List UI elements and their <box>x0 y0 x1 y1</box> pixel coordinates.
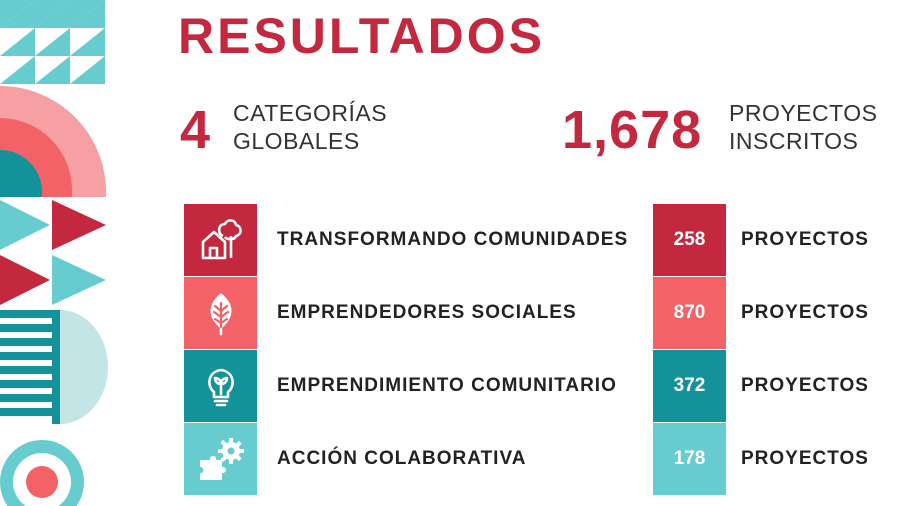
category-icon-box <box>184 277 257 349</box>
stat-label-line: CATEGORÍAS <box>233 100 388 126</box>
category-row: TRANSFORMANDO COMUNIDADES 258 PROYECTOS <box>184 204 884 276</box>
category-icon-box <box>184 350 257 422</box>
category-count-unit: PROYECTOS <box>741 448 869 469</box>
stat-label-line: INSCRITOS <box>729 128 859 154</box>
target-circles <box>0 440 84 506</box>
category-label: EMPRENDEDORES SOCIALES <box>277 302 577 323</box>
stat-label-line: GLOBALES <box>233 128 360 154</box>
category-count: 178 <box>653 423 726 495</box>
category-label: ACCIÓN COLABORATIVA <box>277 448 527 469</box>
stat-label-line: PROYECTOS <box>729 100 878 126</box>
category-icon-box <box>184 423 257 495</box>
categories-count-label: CATEGORÍAS GLOBALES <box>233 99 387 155</box>
page-title: RESULTADOS <box>178 8 546 64</box>
flag-triangles <box>0 200 106 305</box>
projects-count: 1,678 <box>562 100 703 160</box>
category-count: 372 <box>653 350 726 422</box>
triangle-grid <box>0 0 106 84</box>
category-row: EMPRENDEDORES SOCIALES 870 PROYECTOS <box>184 277 884 349</box>
categories-count: 4 <box>180 100 212 160</box>
leaf-icon <box>209 293 232 336</box>
category-count: 870 <box>653 277 726 349</box>
decorative-pattern <box>0 0 108 506</box>
puzzle-gear-icon <box>199 438 244 480</box>
category-label: TRANSFORMANDO COMUNIDADES <box>277 229 629 250</box>
concentric-arcs <box>0 86 106 197</box>
lightbulb-sprout-icon <box>207 368 234 407</box>
category-row: ACCIÓN COLABORATIVA 178 PROYECTOS <box>184 423 884 495</box>
category-count-unit: PROYECTOS <box>741 302 869 323</box>
category-icon-box <box>184 204 257 276</box>
category-row: EMPRENDIMIENTO COMUNITARIO 372 PROYECTOS <box>184 350 884 422</box>
striped-block <box>0 310 108 424</box>
category-label: EMPRENDIMIENTO COMUNITARIO <box>277 375 617 396</box>
category-count-unit: PROYECTOS <box>741 229 869 250</box>
category-count: 258 <box>653 204 726 276</box>
house-tree-icon <box>201 219 242 260</box>
category-count-unit: PROYECTOS <box>741 375 869 396</box>
projects-count-label: PROYECTOS INSCRITOS <box>729 99 878 155</box>
